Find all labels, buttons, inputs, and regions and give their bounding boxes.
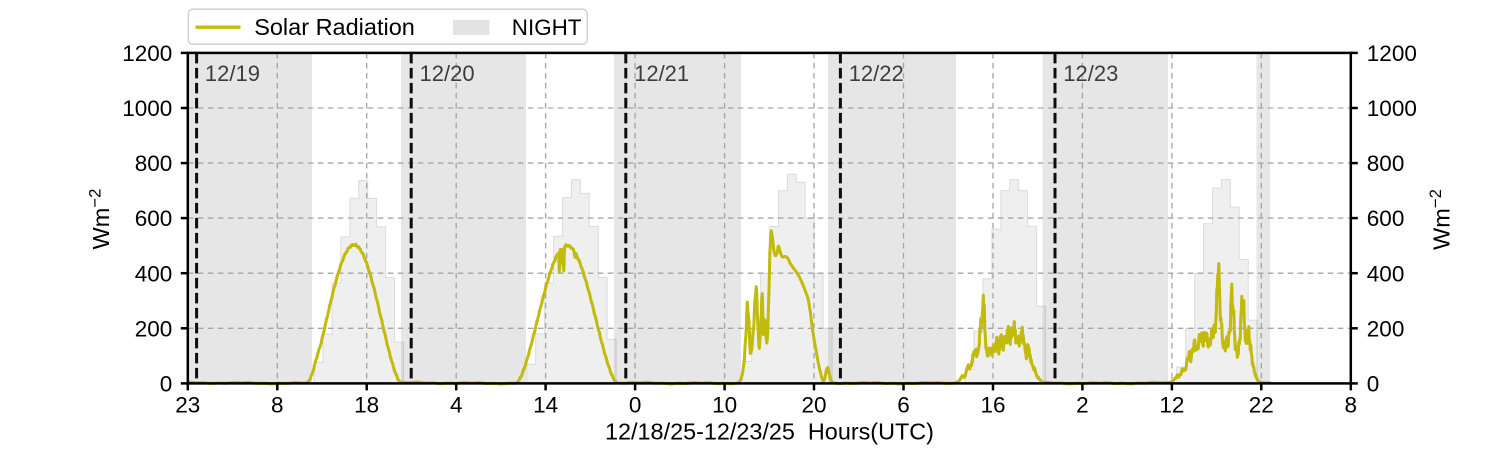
- svg-text:6: 6: [897, 392, 910, 417]
- svg-text:16: 16: [980, 392, 1005, 417]
- svg-text:12/20: 12/20: [420, 61, 475, 86]
- svg-text:20: 20: [801, 392, 826, 417]
- svg-text:0: 0: [160, 372, 173, 397]
- svg-text:600: 600: [1367, 206, 1405, 231]
- svg-text:4: 4: [450, 392, 463, 417]
- svg-text:0: 0: [629, 392, 642, 417]
- svg-text:200: 200: [1367, 316, 1405, 341]
- svg-text:14: 14: [533, 392, 558, 417]
- svg-text:22: 22: [1249, 392, 1274, 417]
- svg-text:12/18/25-12/23/25 Hours(UTC): 12/18/25-12/23/25 Hours(UTC): [605, 419, 934, 445]
- svg-text:600: 600: [135, 206, 173, 231]
- svg-text:800: 800: [1367, 151, 1405, 176]
- svg-text:2: 2: [1076, 392, 1089, 417]
- svg-text:12: 12: [1159, 392, 1184, 417]
- svg-text:12/19: 12/19: [205, 61, 260, 86]
- svg-text:18: 18: [354, 392, 379, 417]
- svg-text:12/22: 12/22: [849, 61, 904, 86]
- svg-text:1000: 1000: [122, 96, 172, 121]
- svg-text:8: 8: [1345, 392, 1358, 417]
- svg-text:10: 10: [712, 392, 737, 417]
- svg-text:0: 0: [1367, 372, 1380, 397]
- svg-text:NIGHT: NIGHT: [512, 15, 582, 40]
- svg-text:1000: 1000: [1367, 96, 1417, 121]
- svg-text:800: 800: [135, 151, 173, 176]
- svg-text:400: 400: [1367, 261, 1405, 286]
- svg-text:12/21: 12/21: [634, 61, 689, 86]
- svg-text:Wm−2: Wm−2: [1426, 189, 1455, 250]
- svg-text:1200: 1200: [122, 41, 172, 66]
- svg-text:12/23: 12/23: [1063, 61, 1118, 86]
- svg-text:23: 23: [175, 392, 200, 417]
- svg-text:400: 400: [135, 261, 173, 286]
- svg-text:8: 8: [271, 392, 284, 417]
- svg-text:1200: 1200: [1367, 41, 1417, 66]
- svg-text:Solar Radiation: Solar Radiation: [254, 14, 415, 40]
- svg-text:200: 200: [135, 316, 173, 341]
